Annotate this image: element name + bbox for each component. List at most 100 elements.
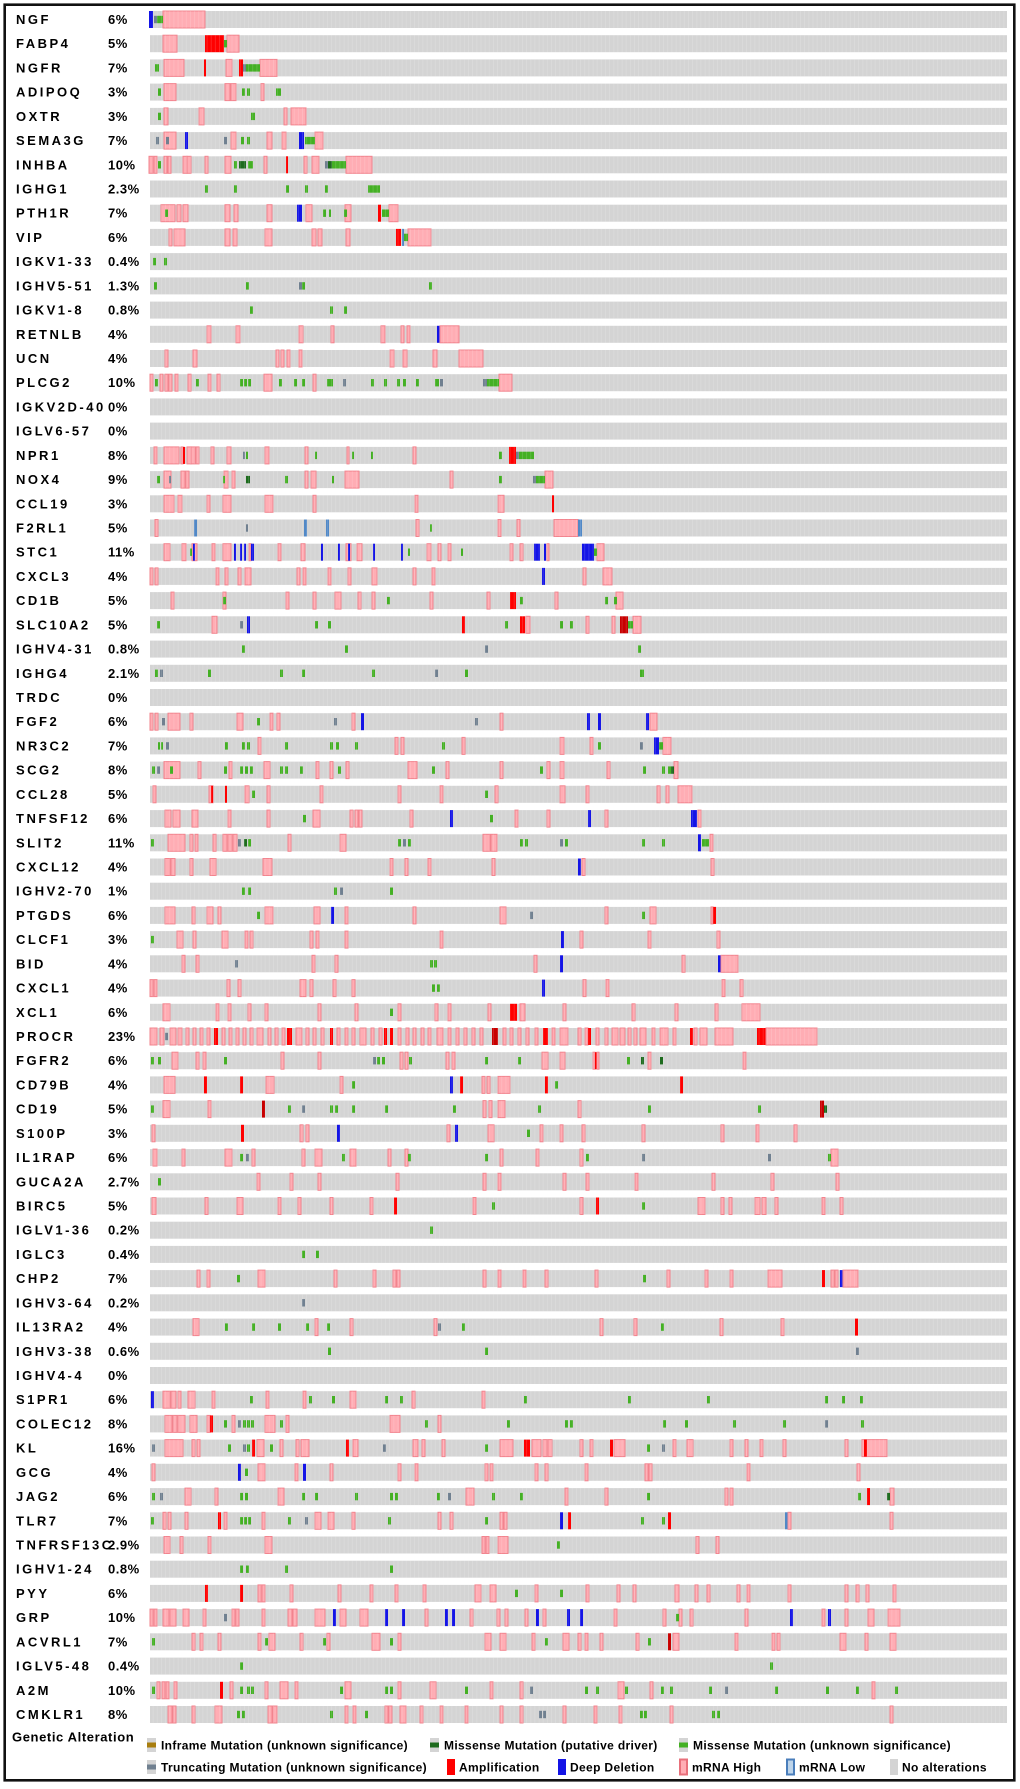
svg-text:COLEC12: COLEC12 [16,1416,93,1431]
svg-text:5%: 5% [108,36,128,51]
svg-text:6%: 6% [108,908,128,923]
svg-text:CD79B: CD79B [16,1077,71,1092]
svg-text:3%: 3% [108,1126,128,1141]
svg-text:6%: 6% [108,714,128,729]
svg-text:ADIPOQ: ADIPOQ [16,85,82,100]
svg-text:IGHV4-31: IGHV4-31 [16,642,94,657]
svg-text:0.6%: 0.6% [108,1344,140,1359]
svg-text:7%: 7% [108,1634,128,1649]
svg-text:No alterations: No alterations [902,1761,987,1775]
svg-text:TNFRSF13C: TNFRSF13C [16,1538,114,1553]
svg-text:IGLV6-57: IGLV6-57 [16,424,91,439]
svg-text:23%: 23% [108,1029,136,1044]
svg-text:CLCF1: CLCF1 [16,932,70,947]
svg-text:3%: 3% [108,496,128,511]
svg-text:F2RL1: F2RL1 [16,521,68,536]
svg-text:mRNA Low: mRNA Low [799,1761,866,1775]
svg-text:IGKV1-8: IGKV1-8 [16,303,84,318]
svg-text:IGLV5-48: IGLV5-48 [16,1659,91,1674]
svg-text:FABP4: FABP4 [16,36,70,51]
svg-text:SLIT2: SLIT2 [16,835,64,850]
svg-text:6%: 6% [108,230,128,245]
svg-text:PTGDS: PTGDS [16,908,73,923]
svg-text:7%: 7% [108,206,128,221]
svg-text:2.9%: 2.9% [108,1538,140,1553]
svg-text:2.3%: 2.3% [108,182,140,197]
svg-text:IGHV1-24: IGHV1-24 [16,1562,94,1577]
svg-text:BID: BID [16,956,46,971]
svg-text:S1PR1: S1PR1 [16,1392,70,1407]
svg-text:4%: 4% [108,351,128,366]
svg-text:CXCL3: CXCL3 [16,569,71,584]
svg-text:7%: 7% [108,133,128,148]
svg-text:FGF2: FGF2 [16,714,59,729]
svg-text:IGHV4-4: IGHV4-4 [16,1368,84,1383]
svg-text:0%: 0% [108,424,128,439]
svg-text:IGHV3-64: IGHV3-64 [16,1295,94,1310]
svg-text:7%: 7% [108,1271,128,1286]
svg-text:CCL19: CCL19 [16,496,70,511]
svg-text:10%: 10% [108,157,136,172]
svg-text:7%: 7% [108,60,128,75]
svg-text:3%: 3% [108,932,128,947]
svg-text:10%: 10% [108,375,136,390]
svg-text:JAG2: JAG2 [16,1489,60,1504]
svg-text:6%: 6% [108,1150,128,1165]
svg-text:0.8%: 0.8% [108,642,140,657]
svg-text:0.4%: 0.4% [108,254,140,269]
svg-text:6%: 6% [108,1586,128,1601]
svg-text:VIP: VIP [16,230,44,245]
svg-text:1.3%: 1.3% [108,278,140,293]
svg-text:IGHV5-51: IGHV5-51 [16,278,94,293]
svg-text:8%: 8% [108,1416,128,1431]
svg-text:0.4%: 0.4% [108,1247,140,1262]
svg-text:A2M: A2M [16,1683,51,1698]
svg-text:8%: 8% [108,448,128,463]
svg-text:UCN: UCN [16,351,52,366]
svg-text:CD19: CD19 [16,1102,59,1117]
svg-text:2.7%: 2.7% [108,1174,140,1189]
svg-text:CHP2: CHP2 [16,1271,61,1286]
svg-text:4%: 4% [108,327,128,342]
svg-text:5%: 5% [108,521,128,536]
svg-text:8%: 8% [108,1707,128,1722]
svg-text:6%: 6% [108,1489,128,1504]
svg-text:mRNA High: mRNA High [692,1761,761,1775]
svg-text:5%: 5% [108,617,128,632]
svg-text:S100P: S100P [16,1126,68,1141]
svg-text:11%: 11% [108,835,135,850]
svg-text:5%: 5% [108,1199,128,1214]
svg-text:0.4%: 0.4% [108,1659,140,1674]
svg-text:0.8%: 0.8% [108,303,140,318]
svg-text:0.8%: 0.8% [108,1562,140,1577]
svg-text:4%: 4% [108,1465,128,1480]
svg-text:Amplification: Amplification [459,1761,540,1775]
svg-text:7%: 7% [108,738,128,753]
svg-text:NGF: NGF [16,12,51,27]
svg-text:3%: 3% [108,109,128,124]
svg-text:NGFR: NGFR [16,60,63,75]
svg-text:0%: 0% [108,1368,128,1383]
svg-text:10%: 10% [108,1610,136,1625]
svg-text:4%: 4% [108,1077,128,1092]
svg-text:6%: 6% [108,1053,128,1068]
svg-text:CD1B: CD1B [16,593,61,608]
svg-text:CXCL1: CXCL1 [16,981,71,996]
svg-text:4%: 4% [108,956,128,971]
svg-text:Missense Mutation (putative dr: Missense Mutation (putative driver) [444,1739,658,1753]
svg-text:CXCL12: CXCL12 [16,860,81,875]
svg-text:GUCA2A: GUCA2A [16,1174,86,1189]
svg-text:TRDC: TRDC [16,690,62,705]
svg-text:4%: 4% [108,569,128,584]
svg-text:5%: 5% [108,593,128,608]
svg-text:Inframe Mutation (unknown sign: Inframe Mutation (unknown significance) [161,1739,408,1753]
svg-text:5%: 5% [108,1102,128,1117]
svg-text:IGHG1: IGHG1 [16,182,69,197]
svg-text:0.2%: 0.2% [108,1295,140,1310]
svg-text:TNFSF12: TNFSF12 [16,811,90,826]
svg-text:KL: KL [16,1441,38,1456]
svg-text:IGHV3-38: IGHV3-38 [16,1344,94,1359]
svg-text:TLR7: TLR7 [16,1513,59,1528]
svg-text:Truncating Mutation (unknown s: Truncating Mutation (unknown significanc… [161,1761,427,1775]
svg-text:PLCG2: PLCG2 [16,375,72,390]
